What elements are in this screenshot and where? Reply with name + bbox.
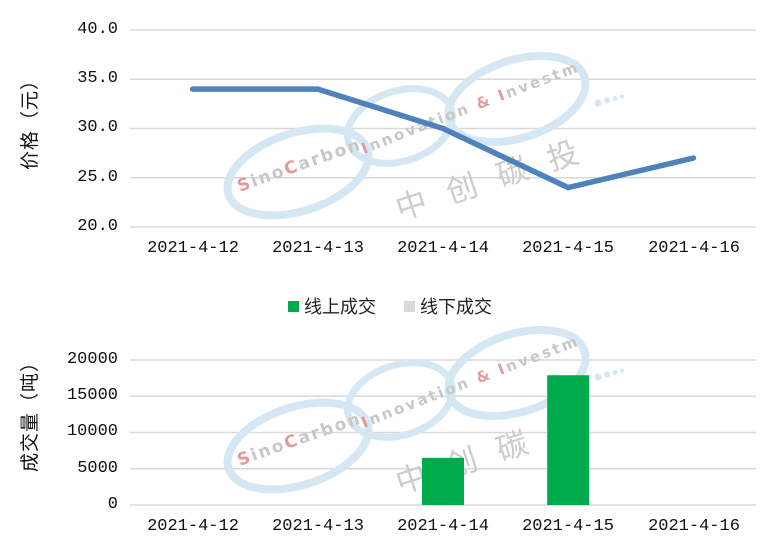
price-ytick: 40.0 — [77, 20, 118, 39]
watermark-rings — [223, 325, 624, 494]
volume-ytick: 10000 — [66, 422, 118, 441]
watermark-tagline-text: Innovation & Investment — [0, 0, 580, 432]
online-swatch-icon — [288, 300, 299, 312]
volume-axis-title: 成交量（吨） — [20, 352, 41, 473]
legend-label: 线上成交 — [304, 297, 376, 317]
price-xtick: 2021-4-15 — [522, 239, 614, 258]
price-ytick: 20.0 — [77, 217, 118, 236]
volume-xtick: 2021-4-16 — [648, 517, 740, 536]
price-xtick: 2021-4-16 — [648, 239, 740, 258]
price-xtick: 2021-4-14 — [397, 239, 489, 258]
volume-bar — [422, 457, 464, 505]
volume-legend: 线上成交 线下成交 — [0, 293, 780, 319]
volume-ytick: 5000 — [77, 459, 118, 478]
volume-ytick: 15000 — [66, 386, 118, 405]
volume-xtick: 2021-4-13 — [272, 517, 364, 536]
price-axis-title: 价格（元） — [20, 70, 41, 171]
volume-bar — [547, 375, 590, 505]
price-line-series — [189, 86, 697, 191]
volume-xtick: 2021-4-15 — [522, 517, 614, 536]
price-xtick: 2021-4-12 — [147, 239, 239, 258]
legend-item-offline: 线下成交 — [404, 293, 492, 319]
watermark-rings — [223, 51, 624, 220]
legend-label: 线下成交 — [420, 297, 492, 317]
volume-ytick: 0 — [107, 495, 118, 514]
price-ytick: 30.0 — [77, 118, 118, 137]
volume-bar-series — [422, 375, 590, 505]
volume-xtick: 2021-4-12 — [147, 517, 239, 536]
price-xtick: 2021-4-13 — [272, 239, 364, 258]
price-ytick: 25.0 — [77, 168, 118, 187]
volume-ytick: 20000 — [66, 350, 118, 369]
price-ytick: 35.0 — [77, 69, 118, 88]
legend-item-online: 线上成交 — [288, 293, 376, 319]
offline-swatch-icon — [404, 300, 415, 312]
volume-xtick: 2021-4-14 — [397, 517, 489, 536]
